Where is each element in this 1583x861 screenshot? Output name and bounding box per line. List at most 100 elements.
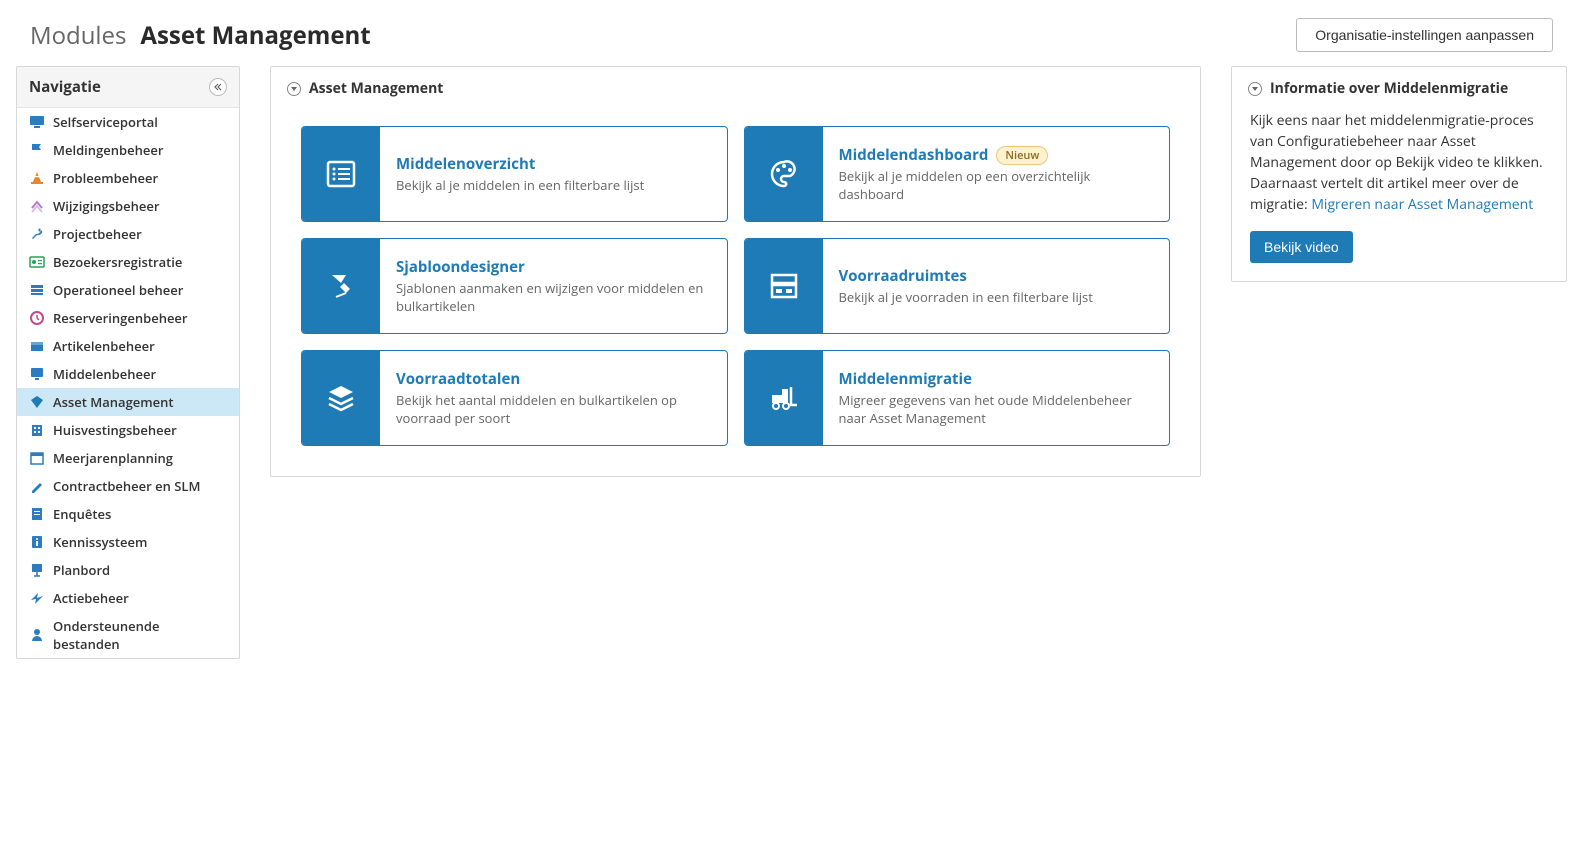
sidebar-item-meldingenbeheer[interactable]: Meldingenbeheer xyxy=(17,136,239,164)
pen-icon xyxy=(29,478,45,494)
card-title: Middelenoverzicht xyxy=(396,154,535,174)
collapse-toggle-icon xyxy=(287,82,301,96)
info-panel-body: Kijk eens naar het middelenmigratie-proc… xyxy=(1232,110,1566,281)
sidebar-item-ondersteunende-bestanden[interactable]: Ondersteunende bestanden xyxy=(17,612,239,658)
card-title-row: Voorraadtotalen xyxy=(396,369,711,391)
page-title: Asset Management xyxy=(140,19,370,52)
info-icon xyxy=(29,534,45,550)
card-description: Migreer gegevens van het oude Middelenbe… xyxy=(839,391,1154,427)
sidebar-item-bezoekersregistratie[interactable]: Bezoekersregistratie xyxy=(17,248,239,276)
sidebar-item-label: Planbord xyxy=(53,561,110,579)
list-icon xyxy=(302,127,380,221)
sidebar-nav-list: Selfserviceportal Meldingenbeheer Probleem… xyxy=(17,108,239,658)
box-icon xyxy=(29,338,45,354)
bolt-icon xyxy=(29,590,45,606)
survey-icon xyxy=(29,506,45,522)
card-body: Voorraadruimtes Bekijk al je voorraden in… xyxy=(823,239,1109,333)
sidebar-item-label: Reserveringenbeheer xyxy=(53,309,188,327)
sidebar-item-label: Wijzigingsbeheer xyxy=(53,197,159,215)
sidebar-item-wijzigingsbeheer[interactable]: Wijzigingsbeheer xyxy=(17,192,239,220)
info-migration-link[interactable]: Migreren naar Asset Management xyxy=(1311,195,1533,214)
stack-icon xyxy=(29,282,45,298)
sidebar-item-asset-management[interactable]: Asset Management xyxy=(17,388,239,416)
info-panel-title: Informatie over Middelenmigratie xyxy=(1270,79,1508,98)
sidebar-item-label: Meerjarenplanning xyxy=(53,449,173,467)
sidebar-item-label: Artikelenbeheer xyxy=(53,337,155,355)
clock-icon xyxy=(29,310,45,326)
sidebar-item-contractbeheer-en-slm[interactable]: Contractbeheer en SLM xyxy=(17,472,239,500)
card-title-row: Middelenoverzicht xyxy=(396,154,644,176)
card-title: Voorraadtotalen xyxy=(396,369,520,389)
card-body: SjabloondesignerSjablonen aanmaken en wi… xyxy=(380,239,727,333)
chevron-left-double-icon xyxy=(213,83,223,91)
sidebar-collapse-button[interactable] xyxy=(209,78,227,96)
flag-icon xyxy=(29,142,45,158)
sidebar-item-label: Actiebeheer xyxy=(53,589,129,607)
sidebar-item-middelenbeheer[interactable]: Middelenbeheer xyxy=(17,360,239,388)
main-panel-title: Asset Management xyxy=(309,79,443,98)
sidebar-item-label: Selfserviceportal xyxy=(53,113,158,131)
card-description: Bekijk al je middelen op een overzichtel… xyxy=(839,167,1154,203)
card-title: Middelenmigratie xyxy=(839,369,972,389)
card-description: Bekijk het aantal middelen en bulkartike… xyxy=(396,391,711,427)
person-icon xyxy=(29,627,45,643)
main-panel-header[interactable]: Asset Management xyxy=(271,67,1200,110)
card-sjabloondesigner[interactable]: SjabloondesignerSjablonen aanmaken en wi… xyxy=(301,238,728,334)
card-title: Voorraadruimtes xyxy=(839,266,967,286)
sidebar-item-selfserviceportal[interactable]: Selfserviceportal xyxy=(17,108,239,136)
watch-video-button[interactable]: Bekijk video xyxy=(1250,231,1353,263)
org-settings-button[interactable]: Organisatie-instellingen aanpassen xyxy=(1296,18,1553,52)
sidebar-item-label: Asset Management xyxy=(53,393,174,411)
card-title-row: Middelenmigratie xyxy=(839,369,1154,391)
card-description: Bekijk al je middelen in een filterbare … xyxy=(396,176,644,194)
card-body: Middelenoverzicht Bekijk al je middelen i… xyxy=(380,127,660,221)
forklift-icon xyxy=(745,351,823,445)
sidebar-item-enqu-tes[interactable]: Enquêtes xyxy=(17,500,239,528)
info-panel-header[interactable]: Informatie over Middelenmigratie xyxy=(1232,67,1566,110)
design-icon xyxy=(302,239,380,333)
card-title: Sjabloondesigner xyxy=(396,257,525,277)
sidebar-item-actiebeheer[interactable]: Actiebeheer xyxy=(17,584,239,612)
sidebar-item-planbord[interactable]: Planbord xyxy=(17,556,239,584)
sidebar-item-operationeel-beheer[interactable]: Operationeel beheer xyxy=(17,276,239,304)
card-middelenoverzicht[interactable]: Middelenoverzicht Bekijk al je middelen i… xyxy=(301,126,728,222)
sidebar-item-huisvestingsbeheer[interactable]: Huisvestingsbeheer xyxy=(17,416,239,444)
wrench-icon xyxy=(29,226,45,242)
sidebar-item-reserveringenbeheer[interactable]: Reserveringenbeheer xyxy=(17,304,239,332)
card-middelendashboard[interactable]: MiddelendashboardNieuwBekijk al je midde… xyxy=(744,126,1171,222)
page-header: Modules Asset Management Organisatie-ins… xyxy=(0,0,1583,66)
gem-icon xyxy=(29,394,45,410)
palette-icon xyxy=(745,127,823,221)
sidebar-item-label: Ondersteunende bestanden xyxy=(53,617,227,653)
sidebar-item-kennissysteem[interactable]: Kennissysteem xyxy=(17,528,239,556)
sidebar-item-label: Kennissysteem xyxy=(53,533,147,551)
card-body: VoorraadtotalenBekijk het aantal middele… xyxy=(380,351,727,445)
calendar-icon xyxy=(29,450,45,466)
card-title-row: MiddelendashboardNieuw xyxy=(839,145,1154,167)
sidebar-item-projectbeheer[interactable]: Projectbeheer xyxy=(17,220,239,248)
sidebar-item-artikelenbeheer[interactable]: Artikelenbeheer xyxy=(17,332,239,360)
sidebar-header: Navigatie xyxy=(17,67,239,108)
card-description: Bekijk al je voorraden in een filterbare… xyxy=(839,288,1093,306)
sidebar-item-label: Bezoekersregistratie xyxy=(53,253,182,271)
sidebar-item-probleembeheer[interactable]: Probleembeheer xyxy=(17,164,239,192)
card-title-row: Sjabloondesigner xyxy=(396,257,711,279)
card-voorraadtotalen[interactable]: VoorraadtotalenBekijk het aantal middele… xyxy=(301,350,728,446)
monitor-icon xyxy=(29,114,45,130)
arrows-icon xyxy=(29,198,45,214)
card-voorraadruimtes[interactable]: Voorraadruimtes Bekijk al je voorraden in… xyxy=(744,238,1171,334)
sidebar-item-meerjarenplanning[interactable]: Meerjarenplanning xyxy=(17,444,239,472)
card-middelenmigratie[interactable]: MiddelenmigratieMigreer gegevens van het… xyxy=(744,350,1171,446)
card-title: Middelendashboard xyxy=(839,145,989,165)
cards-grid: Middelenoverzicht Bekijk al je middelen i… xyxy=(271,110,1200,476)
sidebar-item-label: Meldingenbeheer xyxy=(53,141,163,159)
card-title-row: Voorraadruimtes xyxy=(839,266,1093,288)
layers-icon xyxy=(302,351,380,445)
building-icon xyxy=(29,422,45,438)
sidebar-title: Navigatie xyxy=(29,77,101,97)
sidebar-item-label: Probleembeheer xyxy=(53,169,158,187)
card-body: MiddelendashboardNieuwBekijk al je midde… xyxy=(823,127,1170,221)
breadcrumb-modules[interactable]: Modules xyxy=(30,19,126,52)
card-body: MiddelenmigratieMigreer gegevens van het… xyxy=(823,351,1170,445)
sidebar-item-label: Middelenbeheer xyxy=(53,365,156,383)
